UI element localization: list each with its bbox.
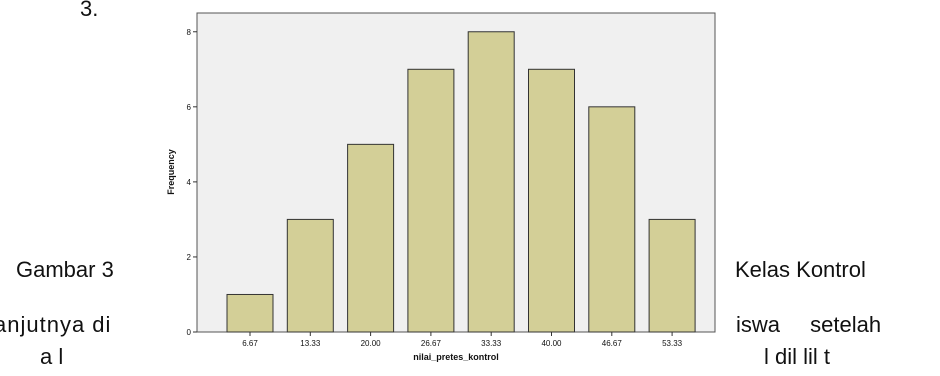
x-tick-label: 33.33 xyxy=(481,339,502,348)
body-text-bottom-right: l dil lil t xyxy=(764,344,831,369)
bar-33.33 xyxy=(467,31,515,333)
bar-53.33 xyxy=(648,218,696,333)
bar-40.00 xyxy=(528,68,575,333)
y-tick-label: 2 xyxy=(187,253,192,262)
x-tick-label: 6.67 xyxy=(242,339,258,348)
y-tick-label: 0 xyxy=(187,328,192,337)
body-text-bottom-left: a l xyxy=(40,344,64,369)
x-tick-label: 46.67 xyxy=(602,339,623,348)
x-tick-label: 53.33 xyxy=(662,339,683,348)
body-text-left: anjutnya di xyxy=(0,312,112,337)
y-axis-title: Frequency xyxy=(166,149,176,195)
plot-area xyxy=(196,12,716,333)
y-tick-label: 4 xyxy=(187,178,192,187)
bar-13.33 xyxy=(286,218,334,333)
bar-46.67 xyxy=(588,106,636,333)
bar-26.67 xyxy=(407,68,455,333)
text-fragment-top: 3. xyxy=(80,0,99,21)
x-tick-label: 13.33 xyxy=(300,339,321,348)
bar-20.00 xyxy=(347,143,395,333)
figure-caption-left: Gambar 3 xyxy=(16,257,114,282)
y-tick-label: 8 xyxy=(187,28,192,37)
x-tick-label: 26.67 xyxy=(421,339,442,348)
figure-caption-right: Kelas Kontrol xyxy=(735,257,866,282)
body-text-right: iswa setelah xyxy=(736,312,882,337)
x-tick-label: 40.00 xyxy=(541,339,562,348)
bar-6.67 xyxy=(226,293,274,333)
y-tick-label: 6 xyxy=(187,103,192,112)
x-tick-label: 20.00 xyxy=(361,339,382,348)
x-axis-title: nilai_pretes_kontrol xyxy=(413,352,499,362)
